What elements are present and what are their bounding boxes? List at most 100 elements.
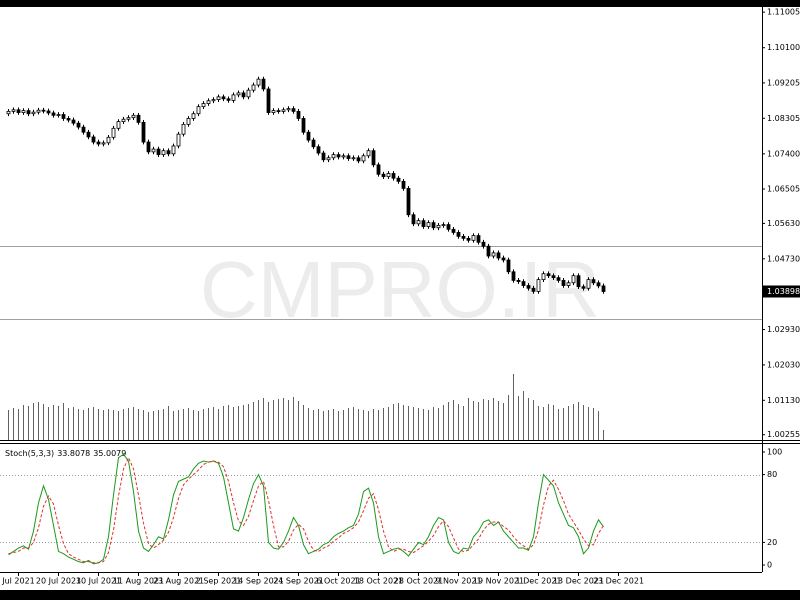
candle-body xyxy=(6,110,11,115)
x-tick-label: 9 Nov 2021 xyxy=(435,577,481,586)
x-tick-label: 20 Jul 2021 xyxy=(36,577,81,586)
candle-body xyxy=(266,88,271,113)
y-tick-label: 1.01130 xyxy=(767,396,800,405)
candle-body xyxy=(506,259,511,273)
top-bar xyxy=(0,0,800,7)
candle-body xyxy=(261,78,266,90)
candle-body xyxy=(31,111,36,115)
candle-body xyxy=(26,110,31,115)
candle-body xyxy=(226,98,231,101)
candle-body xyxy=(571,275,576,284)
candle-body xyxy=(526,285,531,289)
candle-body xyxy=(456,232,461,237)
candle-body xyxy=(146,141,151,153)
indicator-main-value: 33.8078 xyxy=(57,449,90,458)
candle-body xyxy=(346,155,351,159)
candle-body xyxy=(401,180,406,189)
candle-body xyxy=(551,275,556,279)
y-tick-label: 1.10100 xyxy=(767,43,800,52)
indicator-name: Stoch(5,3,3) xyxy=(5,449,54,458)
x-tick-label: 30 Jul 2021 xyxy=(76,577,121,586)
candle-body xyxy=(556,277,561,281)
candle-body xyxy=(51,112,56,116)
candle-body xyxy=(441,224,446,226)
x-tick-label: 13 Dec 2021 xyxy=(553,577,604,586)
candle-body xyxy=(586,279,591,289)
candle-body xyxy=(291,108,296,112)
x-tick-label: 6 Oct 2021 xyxy=(316,577,360,586)
x-tick-label: 24 Sep 2021 xyxy=(273,577,324,586)
candle-body xyxy=(581,286,586,289)
candle-body xyxy=(296,110,301,119)
candle-body xyxy=(21,110,26,113)
candle-body xyxy=(431,222,436,229)
current-price-label: 1.03898 xyxy=(767,287,800,296)
x-tick-label: 23 Dec 2021 xyxy=(593,577,644,586)
candle-body xyxy=(451,228,456,233)
candle-body xyxy=(166,150,171,155)
candle-body xyxy=(341,155,346,158)
candle-body xyxy=(546,273,551,277)
y-tick-label: 20 xyxy=(767,538,777,547)
candle-body xyxy=(126,117,131,120)
candle-body xyxy=(406,188,411,216)
candle-body xyxy=(281,109,286,112)
candle-body xyxy=(366,150,371,157)
candle-body xyxy=(371,150,376,166)
candle-body xyxy=(421,220,426,227)
candle-body xyxy=(511,271,516,281)
y-tick-label: 1.04730 xyxy=(767,254,800,263)
candle-body xyxy=(311,139,316,148)
x-tick-label: 11 Aug 2021 xyxy=(113,577,164,586)
candle-body xyxy=(206,100,211,104)
y-tick-label: 1.07400 xyxy=(767,149,800,158)
candle-body xyxy=(321,152,326,161)
y-tick-label: 1.02030 xyxy=(767,360,800,369)
candle-body xyxy=(101,142,106,145)
candle-body xyxy=(576,275,581,288)
candle-body xyxy=(566,282,571,286)
candle-body xyxy=(531,287,536,292)
candle-body xyxy=(306,131,311,141)
candle-body xyxy=(601,285,606,292)
candle-body xyxy=(276,110,281,112)
candle-body xyxy=(446,224,451,230)
y-tick-label: 1.11005 xyxy=(767,8,800,17)
candle-body xyxy=(536,279,541,292)
candle-body xyxy=(521,281,526,286)
candle-body xyxy=(286,108,291,111)
candle-body xyxy=(541,273,546,281)
y-tick-label: 1.02930 xyxy=(767,325,800,334)
candle-body xyxy=(316,146,321,154)
candle-body xyxy=(476,235,481,243)
candle-body xyxy=(211,99,216,102)
stoch-line xyxy=(8,453,604,565)
x-tick-label: 18 Oct 2021 xyxy=(354,577,403,586)
candle-body xyxy=(66,118,71,121)
candle-body xyxy=(41,109,46,112)
candle-body xyxy=(351,157,356,160)
candle-body xyxy=(171,145,176,155)
indicator-label: Stoch(5,3,3) 33.8078 35.0079 xyxy=(5,449,126,458)
y-tick-label: 1.00255 xyxy=(767,430,800,439)
candle-body xyxy=(111,127,116,138)
candle-body xyxy=(61,114,66,119)
candle-body xyxy=(271,110,276,113)
candle-body xyxy=(326,157,331,161)
candle-body xyxy=(181,123,186,135)
candle-body xyxy=(481,241,486,247)
candle-body xyxy=(331,154,336,159)
indicator-signal-value: 35.0079 xyxy=(93,449,126,458)
y-tick-label: 1.08305 xyxy=(767,114,800,123)
candle-body xyxy=(36,109,41,113)
candle-body xyxy=(151,148,156,153)
x-tick-label: Jul 2021 xyxy=(1,577,35,586)
current-price-box xyxy=(763,285,800,298)
candle-body xyxy=(11,109,16,112)
candle-body xyxy=(466,237,471,241)
candle-body xyxy=(336,154,341,158)
candle-body xyxy=(186,118,191,125)
candle-body xyxy=(176,133,181,147)
